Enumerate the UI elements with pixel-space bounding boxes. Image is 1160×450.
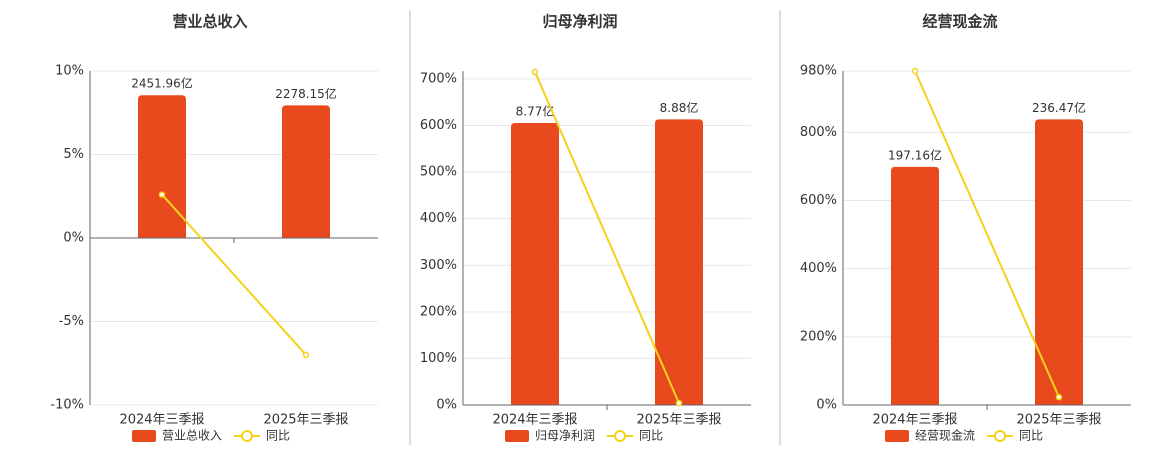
bar (891, 166, 939, 405)
value-label: 236.47亿 (1032, 100, 1086, 115)
x-tick-label: 2024年三季报 (119, 413, 204, 428)
x-tick-label: 2025年三季报 (263, 413, 348, 428)
bar (138, 95, 186, 238)
chart-title: 营业总收入 (172, 13, 247, 31)
point (531, 68, 539, 76)
y-tick-label: 100% (420, 351, 457, 366)
y-tick-label: 600% (420, 118, 457, 133)
x-tick-label: 2024年三季报 (872, 413, 957, 428)
y-tick-label: 500% (420, 165, 457, 180)
line (161, 193, 307, 356)
legend-swatch (885, 430, 909, 442)
legend-swatch (505, 430, 529, 442)
y-tick-label: 200% (800, 329, 837, 344)
value-label: 8.88亿 (660, 100, 699, 115)
y-tick-label: 600% (800, 193, 837, 208)
bar (511, 122, 559, 405)
x-tick-label: 2024年三季报 (492, 413, 577, 428)
y-tick-label: 980% (800, 64, 837, 79)
legend-label: 同比 (639, 429, 663, 443)
y-tick-label: 5% (63, 147, 84, 162)
point (302, 351, 310, 359)
y-tick-label: 0% (436, 398, 457, 413)
legend-marker (241, 430, 254, 442)
y-tick-label: 0% (63, 231, 84, 246)
x-tick-label: 2025年三季报 (1016, 413, 1101, 428)
y-tick-label: 700% (420, 71, 457, 86)
y-tick-label: 800% (800, 125, 837, 140)
y-tick-label: 200% (420, 304, 457, 319)
legend-marker (614, 430, 627, 442)
value-label: 8.77亿 (516, 103, 555, 118)
legend-swatch (132, 430, 156, 442)
value-label: 2451.96亿 (131, 76, 193, 91)
value-label: 2278.15亿 (275, 86, 337, 101)
line (914, 70, 1060, 398)
legend-label: 经营现金流 (915, 428, 975, 443)
bar (282, 105, 330, 238)
point (911, 67, 919, 75)
y-tick-label: -5% (59, 314, 84, 329)
y-tick-label: 10% (55, 64, 84, 79)
y-tick-label: -10% (50, 398, 84, 413)
bar (655, 119, 703, 406)
bar (1035, 119, 1083, 406)
chart-title: 归母净利润 (542, 13, 617, 31)
point (675, 399, 683, 407)
point (158, 191, 166, 198)
line (534, 71, 680, 404)
chart-title: 经营现金流 (922, 13, 997, 31)
point (1055, 393, 1063, 401)
y-tick-label: 400% (420, 211, 457, 226)
legend-marker (994, 430, 1007, 442)
x-tick-label: 2025年三季报 (636, 413, 721, 428)
y-tick-label: 300% (420, 258, 457, 273)
y-tick-label: 400% (800, 261, 837, 276)
legend-label: 归母净利润 (535, 429, 595, 443)
legend-label: 同比 (266, 429, 290, 443)
y-tick-label: 0% (816, 398, 837, 413)
value-label: 197.16亿 (888, 147, 942, 162)
legend-label: 同比 (1019, 429, 1043, 443)
legend-label: 营业总收入 (162, 429, 222, 443)
